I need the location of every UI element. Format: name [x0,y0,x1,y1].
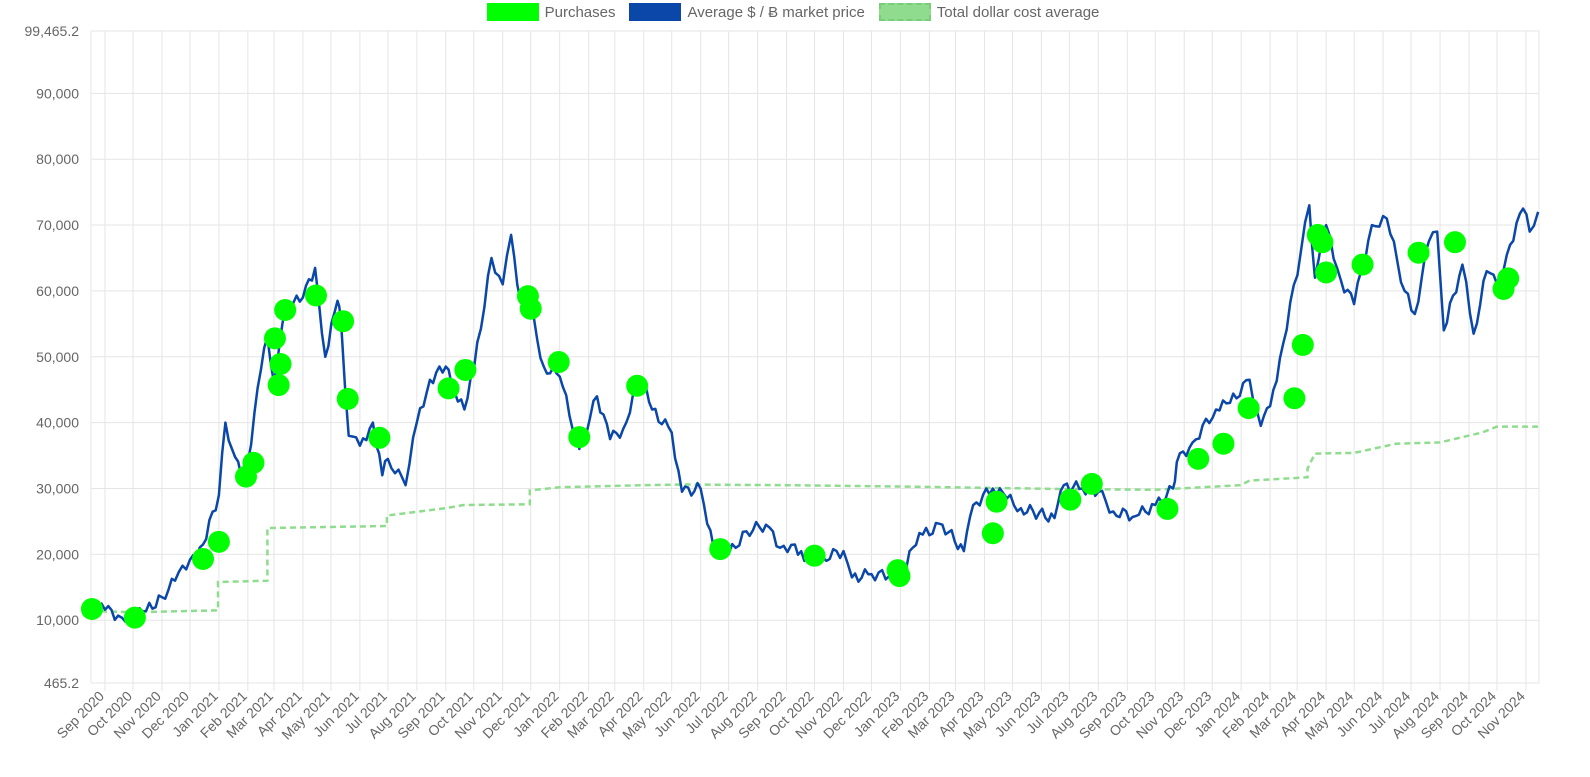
points-layer [80,223,1520,629]
legend-label-cost-average: Total dollar cost average [936,3,1100,21]
purchase-point [519,297,542,320]
purchase-point [1283,387,1306,410]
purchase-point [304,284,327,307]
purchase-point [1156,497,1179,520]
purchase-point [547,351,570,374]
legend-item-cost-average[interactable]: Total dollar cost average [878,3,1100,21]
y-tick-label: 99,465.2 [25,23,80,39]
purchase-point [1212,432,1235,455]
y-tick-label: 80,000 [36,151,79,167]
purchase-point [207,530,230,553]
y-tick-label: 465.2 [44,675,79,691]
purchase-point [1059,488,1082,511]
purchase-point [454,358,477,381]
purchase-point [274,299,297,322]
purchase-point [709,538,732,561]
legend-item-price[interactable]: Average $ / Ƀ market price [629,3,865,21]
y-tick-label: 10,000 [36,612,79,628]
legend-label-purchases: Purchases [544,3,616,21]
grid-layer [90,30,1540,691]
purchase-point [1080,472,1103,495]
purchase-point [437,377,460,400]
purchase-point [985,490,1008,513]
y-tick-label: 30,000 [36,480,79,496]
purchase-point [981,522,1004,545]
purchase-point [1237,397,1260,420]
purchase-point [1497,267,1520,290]
purchase-point [1311,231,1334,254]
legend-swatch-cost-average [878,3,931,21]
purchase-point [267,374,290,397]
purchase-point [1187,447,1210,470]
legend-label-price: Average $ / Ƀ market price [687,3,865,21]
purchase-point [626,374,649,397]
purchase-point [123,606,146,629]
purchase-point [1291,333,1314,356]
cost-average-line [90,425,1539,614]
purchase-point [80,598,103,621]
purchase-point [1407,241,1430,264]
legend-swatch-purchases [486,3,539,21]
y-tick-label: 60,000 [36,283,79,299]
purchase-point [1443,231,1466,254]
y-tick-label: 90,000 [36,85,79,101]
y-tick-label: 50,000 [36,349,79,365]
purchase-point [336,387,359,410]
legend-item-purchases[interactable]: Purchases [486,3,616,21]
purchase-point [269,353,292,376]
purchase-point [568,426,591,449]
chart-legend: Purchases Average $ / Ƀ market price Tot… [0,0,1590,24]
purchase-point [1315,261,1338,284]
y-tick-label: 20,000 [36,546,79,562]
purchase-point [368,426,391,449]
purchase-point [332,310,355,333]
purchase-point [263,327,286,350]
purchase-point [242,451,265,474]
y-tick-label: 40,000 [36,415,79,431]
purchase-point [1351,253,1374,276]
y-tick-label: 70,000 [36,217,79,233]
purchase-point [192,547,215,570]
purchase-point [888,565,911,588]
legend-swatch-price [629,3,682,21]
axis-layer: 465.2 10,000 20,000 30,000 40,000 50,000 60,00… [25,23,1529,743]
purchase-point [803,544,826,567]
